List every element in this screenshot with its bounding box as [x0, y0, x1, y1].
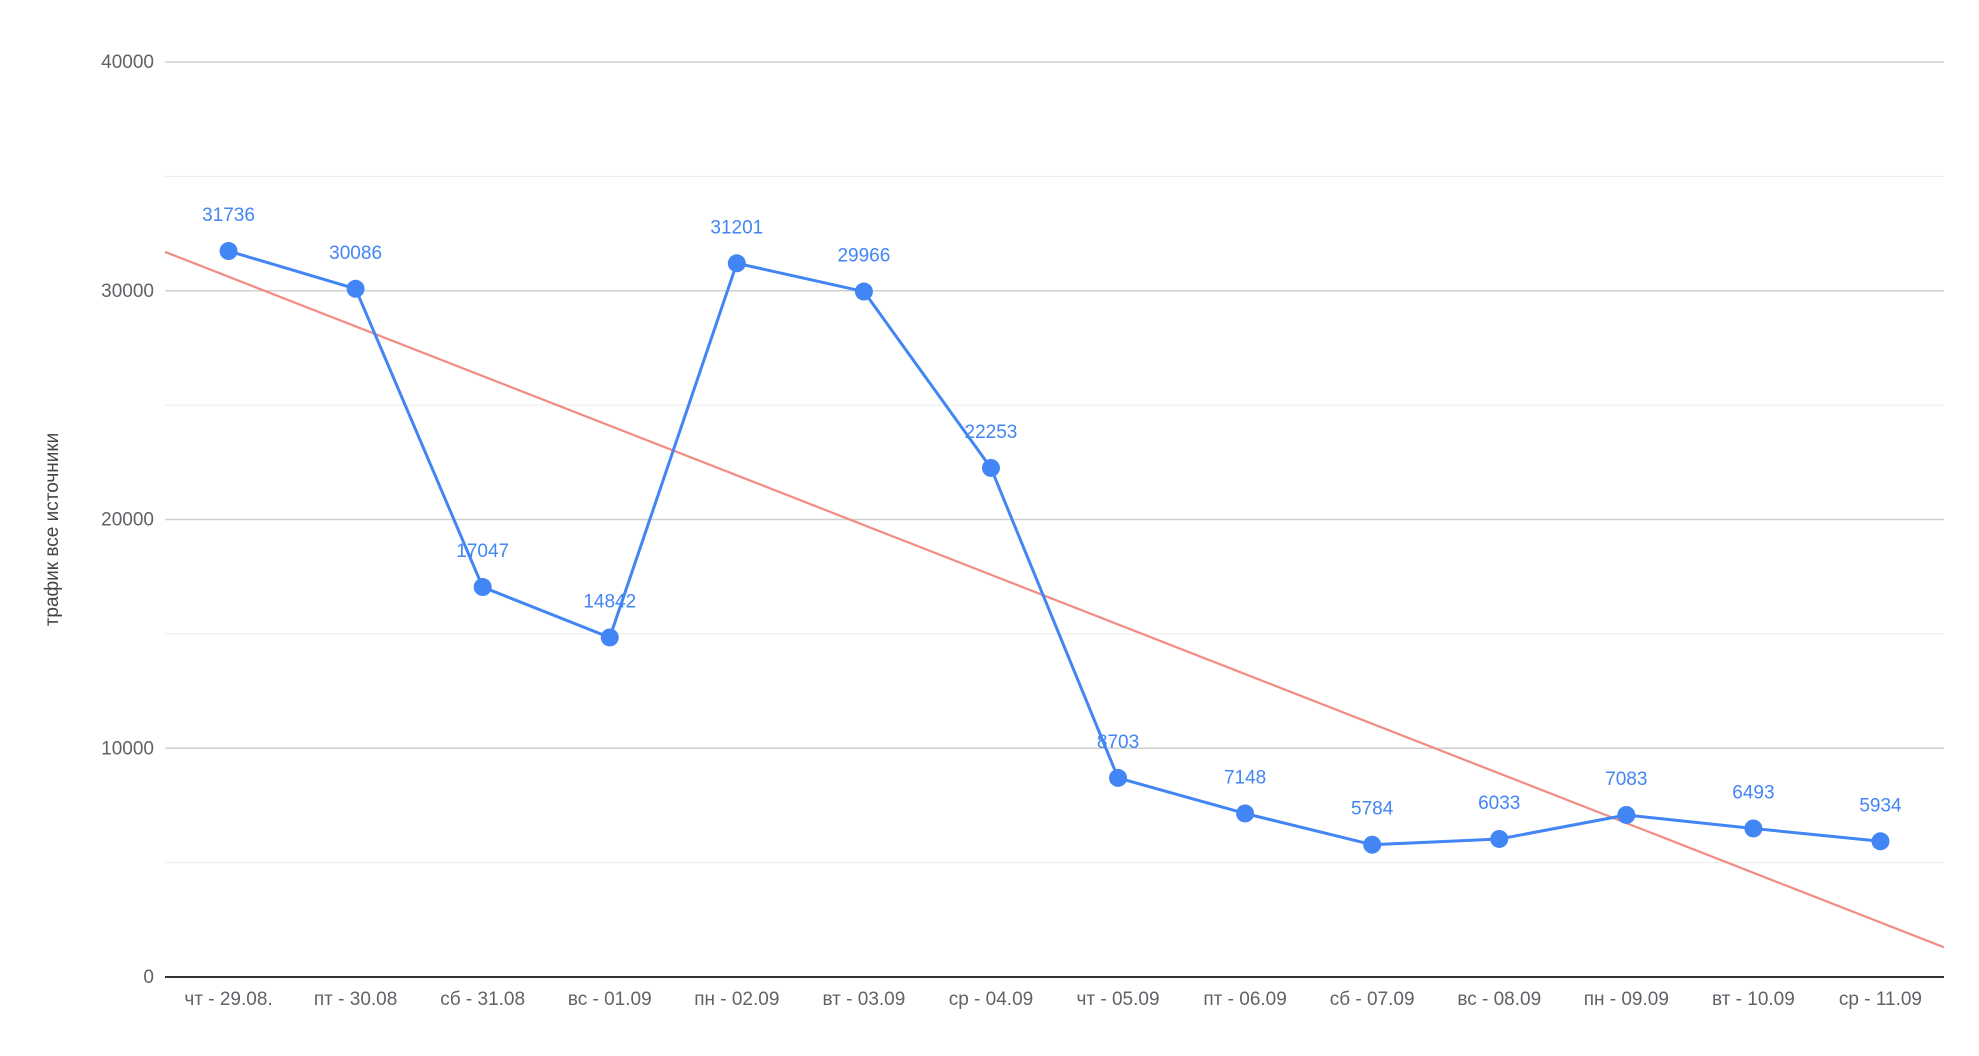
- x-tick-label: пт - 30.08: [314, 989, 397, 1010]
- trendline: [164, 250, 1945, 949]
- data-label: 5784: [1351, 799, 1394, 820]
- data-label: 22253: [965, 422, 1018, 443]
- data-point: [346, 279, 365, 298]
- y-axis-ticks: 0 10000 20000 30000 40000: [101, 52, 154, 988]
- y-axis-title: трафик все источники: [42, 433, 63, 627]
- data-point: [1236, 804, 1255, 823]
- y-tick-label: 10000: [101, 738, 154, 759]
- data-point: [1871, 832, 1890, 851]
- gridlines: [165, 61, 1944, 864]
- data-point: [1490, 829, 1509, 848]
- data-label: 7148: [1224, 767, 1266, 788]
- data-point: [981, 458, 1000, 477]
- data-point: [727, 254, 746, 273]
- data-label: 29966: [837, 246, 890, 267]
- data-label: 6493: [1732, 782, 1774, 803]
- x-tick-label: вт - 10.09: [1712, 989, 1795, 1010]
- x-tick-label: ср - 04.09: [949, 989, 1034, 1010]
- data-point: [1617, 805, 1636, 824]
- x-tick-label: чт - 05.09: [1077, 989, 1160, 1010]
- data-label: 30086: [329, 243, 382, 264]
- x-tick-label: вс - 08.09: [1457, 989, 1541, 1010]
- data-point: [1744, 819, 1763, 838]
- data-label: 7083: [1605, 769, 1647, 790]
- data-labels: 31736 30086 17047 14842 31201 29966 22253 8703 7…: [202, 205, 1902, 820]
- data-point: [600, 628, 619, 647]
- x-tick-label: ср - 11.09: [1839, 989, 1922, 1010]
- data-label: 14842: [583, 591, 636, 612]
- y-tick-label: 40000: [101, 52, 154, 73]
- x-tick-label: пн - 02.09: [694, 989, 779, 1010]
- data-label: 17047: [456, 541, 509, 562]
- x-tick-label: пн - 09.09: [1584, 989, 1669, 1010]
- data-point: [1363, 835, 1382, 854]
- x-axis-ticks: чт - 29.08. пт - 30.08 сб - 31.08 вс - 01.0…: [184, 989, 1922, 1010]
- x-tick-label: вт - 03.09: [822, 989, 905, 1010]
- x-tick-label: сб - 07.09: [1330, 989, 1415, 1010]
- data-point: [1109, 768, 1128, 787]
- data-label: 31201: [710, 217, 763, 238]
- data-label: 31736: [202, 205, 255, 226]
- x-tick-label: чт - 29.08.: [184, 989, 272, 1010]
- data-point: [854, 282, 873, 301]
- series-line: [228, 249, 1881, 847]
- y-tick-label: 30000: [101, 281, 154, 302]
- trendline-line: [164, 250, 1945, 949]
- y-tick-label: 20000: [101, 510, 154, 531]
- x-tick-label: сб - 31.08: [440, 989, 525, 1010]
- data-label: 5934: [1859, 795, 1902, 816]
- data-point: [473, 578, 492, 597]
- x-tick-label: пт - 06.09: [1203, 989, 1286, 1010]
- data-label: 8703: [1097, 732, 1139, 753]
- data-point: [219, 242, 238, 261]
- series: [219, 242, 1890, 854]
- y-tick-label: 0: [143, 967, 154, 988]
- data-label: 6033: [1478, 793, 1520, 814]
- x-tick-label: вс - 01.09: [568, 989, 652, 1010]
